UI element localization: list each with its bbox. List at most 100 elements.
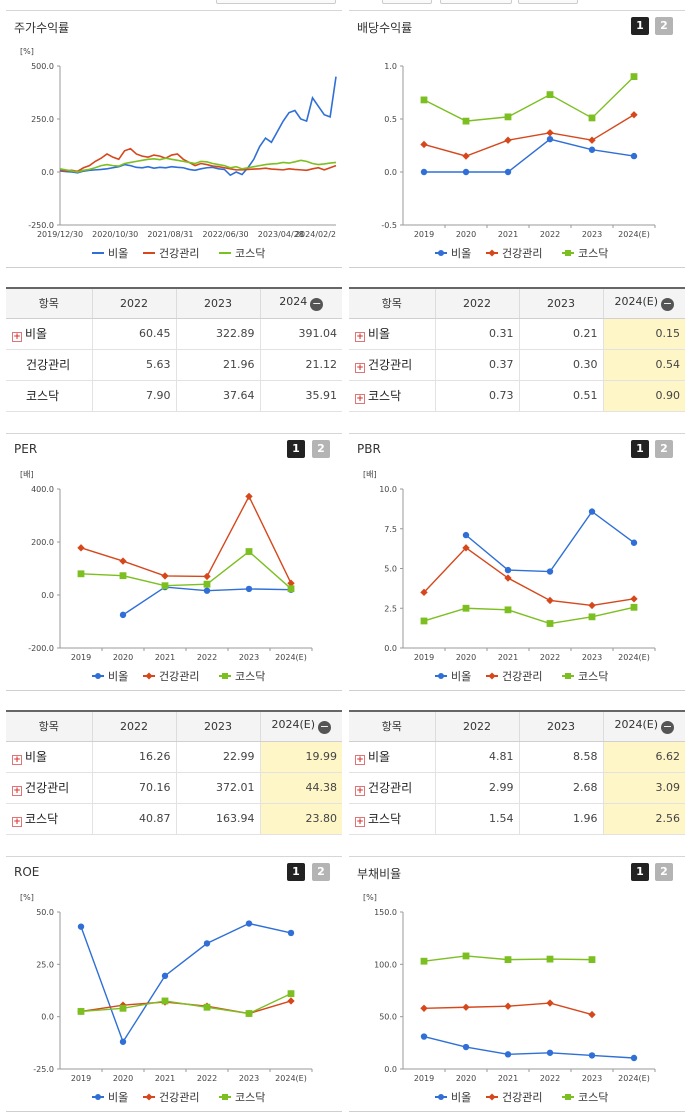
toggle-chart-2[interactable]: 2 bbox=[655, 863, 673, 881]
data-point-health[interactable] bbox=[245, 492, 253, 501]
legend-item-health[interactable]: 건강관리 bbox=[143, 247, 199, 260]
data-point-health[interactable] bbox=[504, 574, 512, 582]
top-button-3[interactable] bbox=[440, 0, 512, 4]
collapse-icon[interactable]: − bbox=[318, 720, 332, 735]
toggle-chart-1[interactable]: 1 bbox=[287, 440, 305, 458]
data-point-kosdaq[interactable] bbox=[546, 91, 554, 99]
data-point-health[interactable] bbox=[504, 136, 512, 144]
legend-item-biol[interactable]: 비올 bbox=[435, 247, 471, 260]
expand-icon[interactable]: + bbox=[355, 755, 365, 765]
expand-icon[interactable]: + bbox=[12, 786, 22, 796]
data-point-biol[interactable] bbox=[462, 168, 470, 176]
data-point-biol[interactable] bbox=[462, 531, 470, 539]
data-point-biol[interactable] bbox=[203, 940, 211, 947]
expand-icon[interactable]: + bbox=[12, 332, 22, 342]
data-point-kosdaq[interactable] bbox=[245, 1010, 253, 1017]
data-point-kosdaq[interactable] bbox=[504, 606, 512, 614]
data-point-health[interactable] bbox=[420, 140, 428, 149]
data-point-kosdaq[interactable] bbox=[161, 582, 169, 590]
toggle-chart-1[interactable]: 1 bbox=[287, 863, 305, 881]
data-point-biol[interactable] bbox=[588, 1052, 596, 1059]
data-point-kosdaq[interactable] bbox=[287, 990, 295, 998]
data-point-kosdaq[interactable] bbox=[420, 96, 428, 104]
data-point-biol[interactable] bbox=[287, 929, 295, 937]
collapse-icon[interactable]: − bbox=[310, 297, 324, 312]
data-point-health[interactable] bbox=[77, 544, 85, 552]
data-point-health[interactable] bbox=[161, 572, 169, 580]
data-point-biol[interactable] bbox=[462, 1043, 470, 1051]
legend-item-health[interactable]: 건강관리 bbox=[143, 670, 199, 683]
data-point-health[interactable] bbox=[630, 595, 638, 603]
data-point-biol[interactable] bbox=[161, 972, 169, 980]
data-point-kosdaq[interactable] bbox=[203, 580, 211, 588]
data-point-health[interactable] bbox=[287, 579, 295, 587]
data-point-health[interactable] bbox=[203, 572, 211, 581]
data-point-health[interactable] bbox=[420, 1004, 428, 1012]
legend-item-biol[interactable]: 비올 bbox=[435, 670, 471, 683]
data-point-biol[interactable] bbox=[546, 135, 554, 143]
data-point-biol[interactable] bbox=[245, 585, 253, 593]
legend-item-health[interactable]: 건강관리 bbox=[486, 247, 542, 260]
collapse-icon[interactable]: − bbox=[661, 297, 675, 312]
data-point-kosdaq[interactable] bbox=[630, 73, 638, 80]
legend-item-kosdaq[interactable]: 코스닥 bbox=[562, 670, 608, 683]
data-point-kosdaq[interactable] bbox=[546, 955, 554, 963]
data-point-kosdaq[interactable] bbox=[203, 1003, 211, 1011]
data-point-kosdaq[interactable] bbox=[504, 956, 512, 964]
toggle-chart-2[interactable]: 2 bbox=[655, 440, 673, 458]
data-point-kosdaq[interactable] bbox=[504, 113, 512, 121]
data-point-biol[interactable] bbox=[504, 566, 512, 574]
expand-icon[interactable]: + bbox=[355, 394, 365, 404]
data-point-health[interactable] bbox=[462, 544, 470, 552]
data-point-kosdaq[interactable] bbox=[161, 997, 169, 1005]
data-point-biol[interactable] bbox=[245, 920, 253, 927]
toggle-chart-1[interactable]: 1 bbox=[631, 17, 649, 35]
data-point-kosdaq[interactable] bbox=[420, 957, 428, 965]
data-point-kosdaq[interactable] bbox=[287, 585, 295, 593]
data-point-health[interactable] bbox=[546, 596, 554, 605]
collapse-icon[interactable]: − bbox=[661, 720, 675, 735]
data-point-biol[interactable] bbox=[420, 1033, 428, 1040]
data-point-kosdaq[interactable] bbox=[546, 620, 554, 627]
data-point-kosdaq[interactable] bbox=[588, 956, 596, 964]
data-point-kosdaq[interactable] bbox=[588, 613, 596, 621]
data-point-biol[interactable] bbox=[504, 168, 512, 176]
expand-icon[interactable]: + bbox=[12, 755, 22, 765]
data-point-health[interactable] bbox=[420, 588, 428, 597]
data-point-kosdaq[interactable] bbox=[119, 1004, 127, 1012]
legend-item-health[interactable]: 건강관리 bbox=[143, 1091, 199, 1104]
legend-item-biol[interactable]: 비올 bbox=[435, 1091, 471, 1104]
top-button-1[interactable] bbox=[216, 0, 336, 4]
data-point-kosdaq[interactable] bbox=[77, 570, 85, 578]
legend-item-health[interactable]: 건강관리 bbox=[486, 670, 542, 683]
data-point-kosdaq[interactable] bbox=[630, 603, 638, 611]
data-point-kosdaq[interactable] bbox=[462, 117, 470, 125]
data-point-health[interactable] bbox=[630, 111, 638, 119]
data-point-biol[interactable] bbox=[630, 539, 638, 546]
data-point-health[interactable] bbox=[588, 601, 596, 610]
data-point-kosdaq[interactable] bbox=[462, 604, 470, 612]
data-point-biol[interactable] bbox=[119, 611, 127, 619]
data-point-health[interactable] bbox=[546, 129, 554, 137]
data-point-biol[interactable] bbox=[630, 152, 638, 160]
data-point-kosdaq[interactable] bbox=[588, 114, 596, 122]
legend-item-biol[interactable]: 비올 bbox=[92, 247, 128, 260]
legend-item-kosdaq[interactable]: 코스닥 bbox=[219, 670, 265, 683]
data-point-biol[interactable] bbox=[546, 1049, 554, 1056]
data-point-biol[interactable] bbox=[588, 146, 596, 153]
data-point-health[interactable] bbox=[588, 1010, 596, 1019]
legend-item-health[interactable]: 건강관리 bbox=[486, 1091, 542, 1104]
data-point-biol[interactable] bbox=[630, 1054, 638, 1062]
data-point-health[interactable] bbox=[588, 136, 596, 144]
legend-item-biol[interactable]: 비올 bbox=[92, 1091, 128, 1104]
toggle-chart-1[interactable]: 1 bbox=[631, 863, 649, 881]
data-point-kosdaq[interactable] bbox=[245, 548, 253, 555]
data-point-health[interactable] bbox=[287, 997, 295, 1005]
data-point-health[interactable] bbox=[462, 152, 470, 160]
data-point-health[interactable] bbox=[504, 1002, 512, 1010]
data-point-biol[interactable] bbox=[420, 168, 428, 176]
data-point-kosdaq[interactable] bbox=[119, 572, 127, 580]
top-button-2[interactable] bbox=[382, 0, 432, 4]
expand-icon[interactable]: + bbox=[355, 786, 365, 796]
data-point-biol[interactable] bbox=[546, 568, 554, 575]
